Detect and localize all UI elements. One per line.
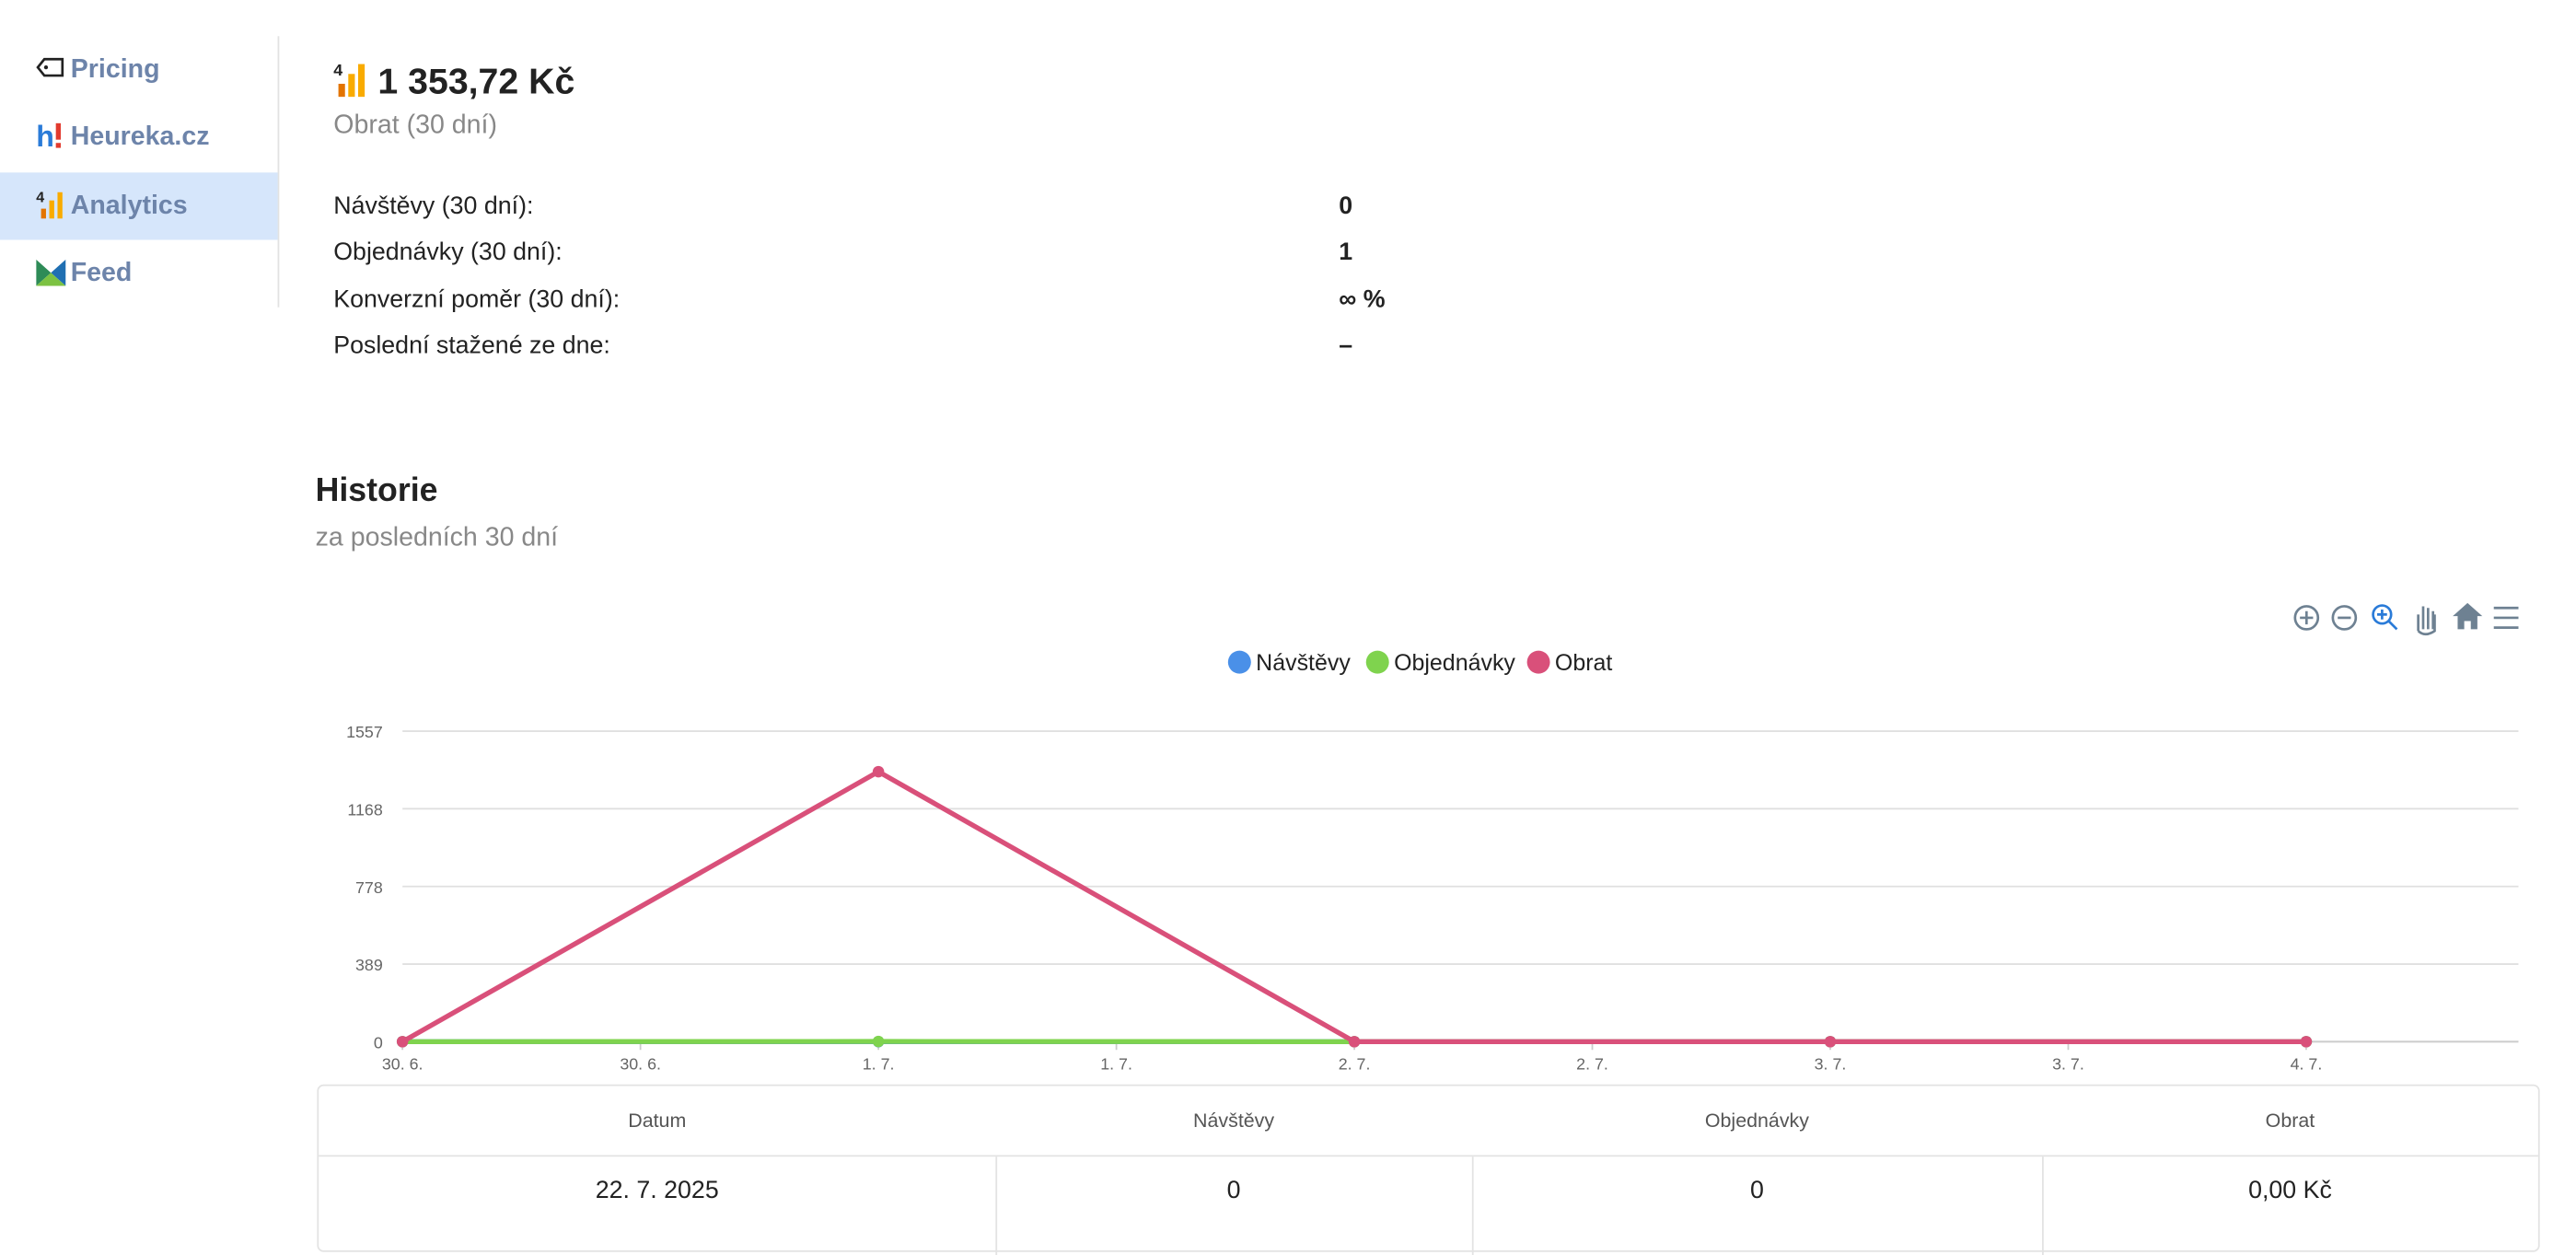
data-point xyxy=(1349,1036,1360,1047)
zoom-out[interactable] xyxy=(2333,606,2356,629)
x-tick-label: 1. 7. xyxy=(1100,1055,1132,1074)
pan[interactable] xyxy=(2419,606,2435,633)
data-point xyxy=(873,1036,884,1047)
data-point xyxy=(873,766,884,777)
x-tick-label: 30. 6. xyxy=(382,1055,424,1074)
x-tick-label: 2. 7. xyxy=(1576,1055,1608,1074)
reset[interactable] xyxy=(2453,603,2482,630)
y-tick-label: 1168 xyxy=(347,800,382,819)
y-tick-label: 778 xyxy=(355,878,383,897)
screen: Pricing h Heureka.cz 4 Analytics Feed 4 … xyxy=(0,0,2576,1224)
legend-marker xyxy=(1228,651,1251,674)
col-border xyxy=(2042,1156,2044,1255)
table-cell: 0,00 Kč xyxy=(2042,1177,2538,1204)
table-header: Obrat xyxy=(2042,1109,2538,1132)
zoom-in[interactable] xyxy=(2295,606,2318,629)
table-header: Objednávky xyxy=(1472,1109,2042,1132)
table-cell: 0 xyxy=(1472,1177,2042,1204)
legend-label: Objednávky xyxy=(1394,650,1515,676)
x-tick-label: 3. 7. xyxy=(2052,1055,2084,1074)
x-tick-label: 4. 7. xyxy=(2291,1055,2323,1074)
y-tick-label: 389 xyxy=(355,956,383,974)
row-border xyxy=(319,1155,2538,1156)
series-line xyxy=(402,772,2306,1041)
data-point xyxy=(397,1036,408,1047)
data-point xyxy=(1825,1036,1836,1047)
table-header: Návštěvy xyxy=(995,1109,1471,1132)
y-tick-label: 0 xyxy=(374,1033,383,1052)
x-tick-label: 30. 6. xyxy=(620,1055,661,1074)
chart-toolbar xyxy=(2295,603,2519,634)
x-tick-label: 1. 7. xyxy=(863,1055,895,1074)
data-point xyxy=(2301,1036,2312,1047)
page: Pricing h Heureka.cz 4 Analytics Feed 4 … xyxy=(0,0,2576,1225)
x-tick-label: 2. 7. xyxy=(1339,1055,1371,1074)
table-cell: 0 xyxy=(995,1177,1471,1204)
chart: 0 389 778 1168 1557 30. 6. 30. 6. 1. 7. 1. 7. 2. … xyxy=(0,0,2576,1085)
x-tick-label: 3. 7. xyxy=(1815,1055,1847,1074)
legend-marker xyxy=(1366,651,1389,674)
menu[interactable] xyxy=(2494,608,2519,627)
legend-label: Návštěvy xyxy=(1256,650,1351,676)
table-cell: 22. 7. 2025 xyxy=(319,1177,995,1204)
legend-label: Obrat xyxy=(1555,650,1613,676)
y-tick-label: 1557 xyxy=(346,723,383,741)
col-border xyxy=(995,1156,997,1255)
col-border xyxy=(1472,1156,1474,1255)
zoom-select[interactable] xyxy=(2373,606,2397,630)
legend: Návštěvy Objednávky Obrat xyxy=(1228,650,1613,676)
table-header: Datum xyxy=(319,1109,995,1132)
legend-marker xyxy=(1527,651,1550,674)
